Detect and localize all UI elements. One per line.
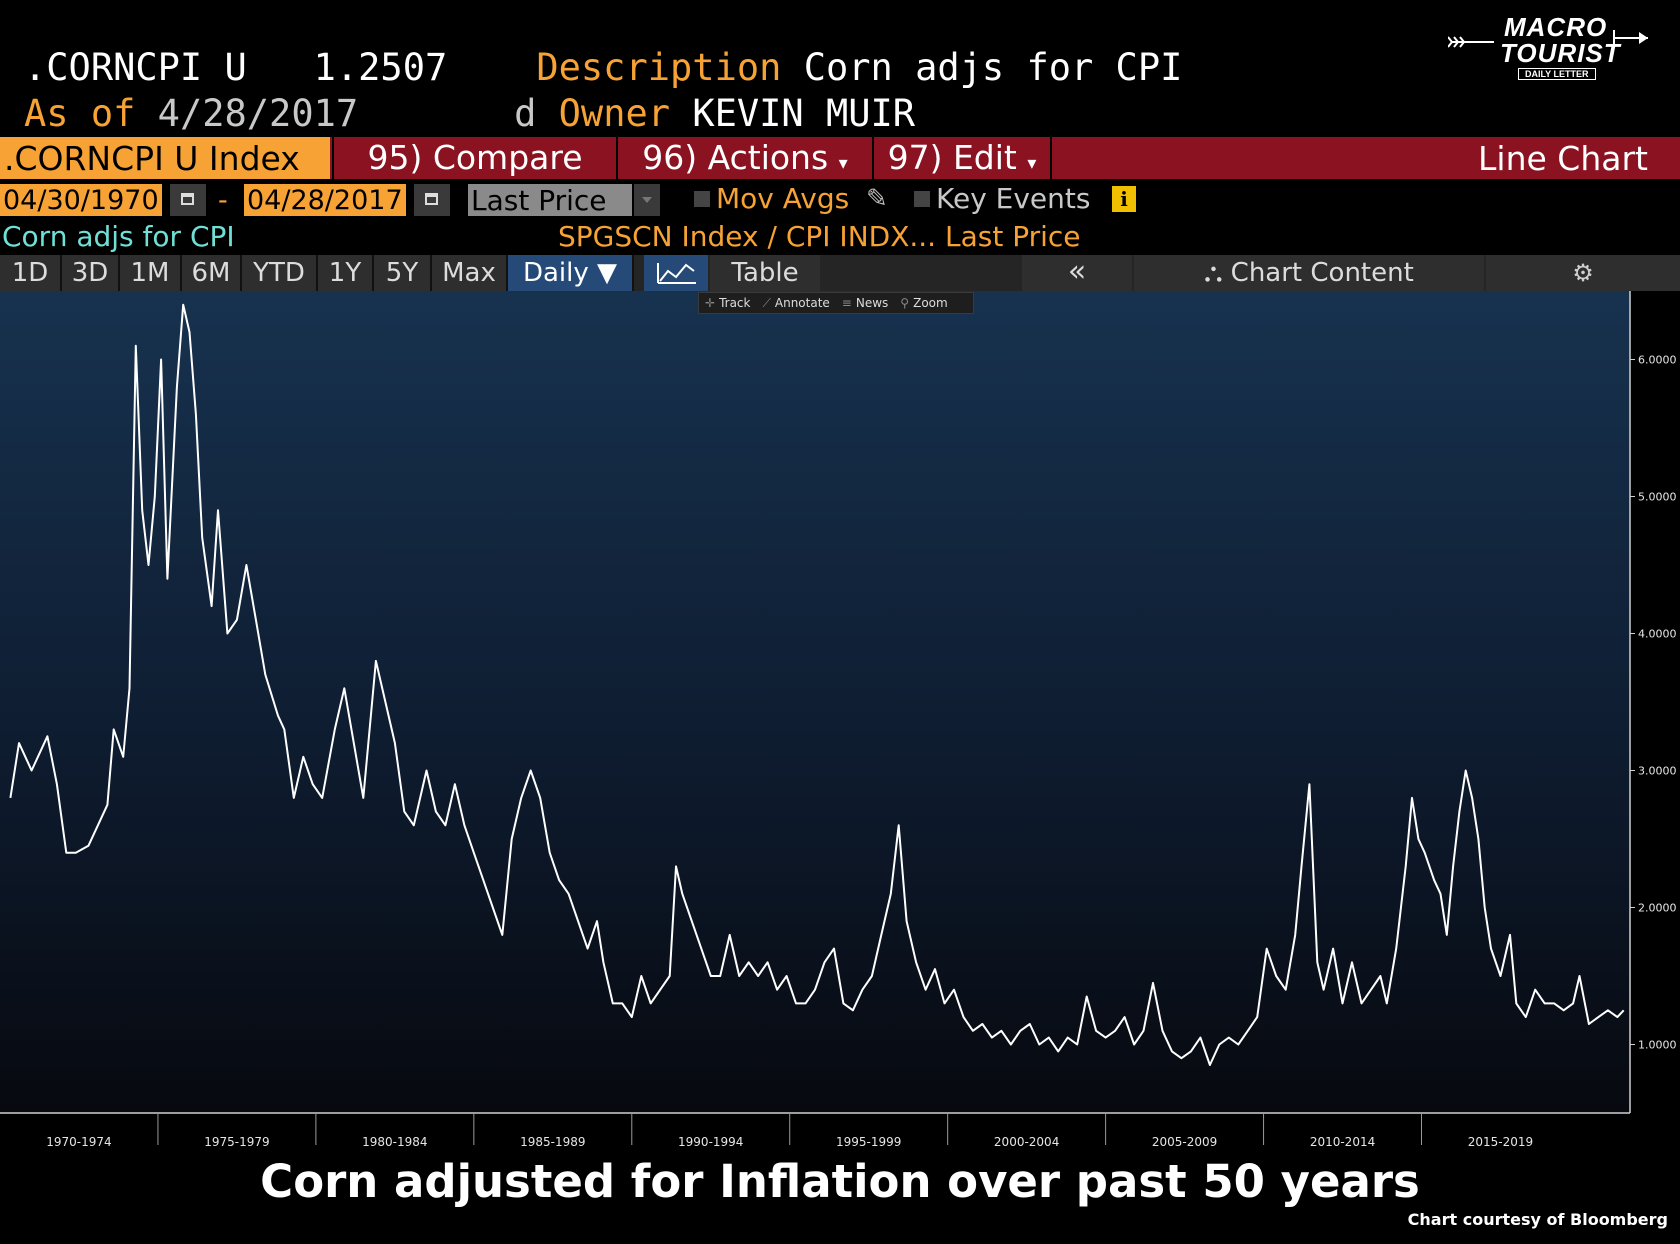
x-tick-label: 1970-1974: [46, 1135, 111, 1149]
x-tick-label: 2015-2019: [1468, 1135, 1533, 1149]
x-tick-label: 1980-1984: [362, 1135, 427, 1149]
mov-avgs-label[interactable]: Mov Avgs: [716, 182, 850, 215]
end-date-field[interactable]: 04/28/2017: [244, 184, 406, 216]
pencil-icon[interactable]: ✎: [866, 184, 888, 214]
series-label: Corn adjs for CPI: [2, 220, 235, 253]
chevron-down-icon: ▾: [838, 153, 848, 174]
key-events-checkbox[interactable]: [914, 191, 930, 207]
owner-label: Owner: [558, 92, 671, 135]
collapse-icon[interactable]: «: [1022, 255, 1132, 291]
crosshair-icon: ✛: [705, 296, 716, 310]
period-ytd[interactable]: YTD: [242, 255, 318, 291]
period-5y[interactable]: 5Y: [374, 255, 432, 291]
info-icon[interactable]: i: [1112, 186, 1136, 212]
actions-label: 96) Actions: [642, 138, 829, 177]
chart-credit: Chart courtesy of Bloomberg: [1407, 1210, 1668, 1229]
header-line-1: .CORNCPI U 1.2507 Description Corn adjs …: [24, 46, 1182, 89]
y-tick-label: 2.0000: [1638, 902, 1677, 915]
calendar-icon[interactable]: [414, 184, 450, 216]
chevron-down-icon[interactable]: [634, 184, 660, 216]
period-1y[interactable]: 1Y: [318, 255, 374, 291]
as-of-label: As of: [24, 92, 136, 135]
last-value: 1.2507: [313, 46, 448, 89]
period-1m[interactable]: 1M: [120, 255, 182, 291]
description: Corn adjs for CPI: [803, 46, 1183, 89]
line-chart-icon: [657, 263, 696, 284]
period-1d[interactable]: 1D: [0, 255, 62, 291]
chart-content-label: Chart Content: [1230, 258, 1414, 288]
chart-content-button[interactable]: ⛬ Chart Content: [1134, 255, 1484, 291]
price-chart[interactable]: 1.0000 2.0000 3.0000 4.0000 5.0000 6.0000 197…: [0, 291, 1680, 1155]
series-formula: SPGSCN Index / CPI INDX... Last Price: [558, 220, 1081, 253]
chart-type-label[interactable]: Line Chart: [1478, 139, 1648, 178]
period-6m[interactable]: 6M: [182, 255, 242, 291]
x-tick-label: 1975-1979: [204, 1135, 269, 1149]
x-tick-label: 2005-2009: [1152, 1135, 1217, 1149]
logo-line-1: MACRO: [1504, 12, 1608, 42]
search-icon: ⚲: [900, 296, 910, 310]
period-3d[interactable]: 3D: [62, 255, 120, 291]
date-separator: -: [218, 185, 228, 216]
y-tick-label: 1.0000: [1638, 1039, 1677, 1052]
table-view-button[interactable]: Table: [710, 255, 820, 291]
as-of-date: 4/28/2017: [157, 92, 359, 135]
chart-mini-toolbar: ✛ Track ⟋ Annotate ≡ News ⚲ Zoom: [698, 292, 974, 314]
track-tool[interactable]: ✛ Track: [705, 296, 751, 310]
actions-menu[interactable]: 96) Actions ▾: [616, 137, 872, 179]
y-tick-label: 3.0000: [1638, 765, 1677, 778]
frequency-flag: d: [514, 92, 537, 135]
ticker: .CORNCPI U: [24, 46, 247, 89]
period-max[interactable]: Max: [432, 255, 508, 291]
frequency-select[interactable]: Daily ▼: [508, 255, 634, 291]
chart-caption: Corn adjusted for Inflation over past 50…: [260, 1155, 1420, 1208]
calendar-icon[interactable]: [170, 184, 206, 216]
mov-avgs-checkbox[interactable]: [694, 191, 710, 207]
header-line-2: As of 4/28/2017 d Owner KEVIN MUIR: [24, 92, 915, 135]
plot-area: [0, 291, 1630, 1113]
edit-label: 97) Edit: [887, 138, 1017, 177]
start-date-field[interactable]: 04/30/1970: [0, 184, 162, 216]
owner: KEVIN MUIR: [692, 92, 916, 135]
compare-button[interactable]: 95) Compare: [332, 137, 616, 179]
y-tick-label: 4.0000: [1638, 628, 1677, 641]
logo-tagline: DAILY LETTER: [1518, 68, 1596, 80]
description-label: Description: [536, 46, 782, 89]
list-icon: ≡: [841, 296, 852, 310]
toolbar-divider: [1050, 137, 1054, 179]
chart-content-icon: ⛬: [1204, 258, 1223, 288]
x-tick-label: 2010-2014: [1310, 1135, 1375, 1149]
arrow-icon: [1448, 30, 1648, 48]
y-tick-label: 5.0000: [1638, 491, 1677, 504]
field-select[interactable]: Last Price: [468, 184, 632, 217]
series-line: [9, 303, 1625, 1066]
edit-menu[interactable]: 97) Edit ▾: [872, 137, 1050, 179]
x-tick-label: 1990-1994: [678, 1135, 743, 1149]
zoom-tool[interactable]: ⚲ Zoom: [900, 296, 948, 310]
security-field[interactable]: .CORNCPI U Index: [0, 137, 330, 179]
macro-tourist-logo: MACRO TOURIST DAILY LETTER: [1448, 12, 1653, 88]
annotate-tool[interactable]: ⟋ Annotate: [762, 296, 830, 310]
news-tool[interactable]: ≡ News: [841, 296, 889, 310]
pencil-icon: ⟋: [762, 296, 771, 310]
y-tick-label: 6.0000: [1638, 354, 1677, 367]
line-chart-view-button[interactable]: [644, 255, 708, 291]
gear-icon[interactable]: ⚙: [1486, 255, 1680, 291]
key-events-label[interactable]: Key Events: [936, 182, 1091, 215]
x-tick-label: 1985-1989: [520, 1135, 585, 1149]
chevron-down-icon: ▾: [1027, 153, 1037, 174]
x-tick-label: 1995-1999: [836, 1135, 901, 1149]
x-tick-label: 2000-2004: [994, 1135, 1059, 1149]
logo-line-2: TOURIST: [1500, 38, 1621, 68]
